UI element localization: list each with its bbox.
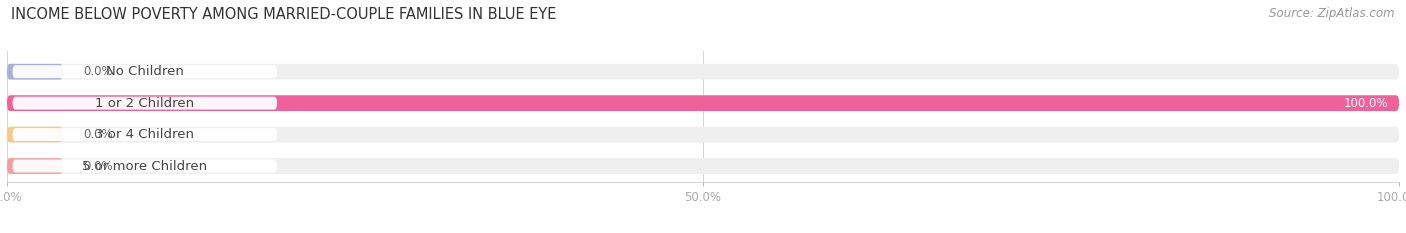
FancyBboxPatch shape [7,95,1399,111]
FancyBboxPatch shape [13,128,277,141]
Text: 3 or 4 Children: 3 or 4 Children [96,128,194,141]
FancyBboxPatch shape [7,127,63,142]
FancyBboxPatch shape [7,64,1399,79]
FancyBboxPatch shape [13,160,277,172]
Text: Source: ZipAtlas.com: Source: ZipAtlas.com [1270,7,1395,20]
Text: 0.0%: 0.0% [83,65,114,78]
Text: 0.0%: 0.0% [83,160,114,172]
Text: 0.0%: 0.0% [83,128,114,141]
FancyBboxPatch shape [7,64,63,79]
Text: No Children: No Children [105,65,184,78]
Text: 5 or more Children: 5 or more Children [83,160,208,172]
Text: 1 or 2 Children: 1 or 2 Children [96,97,194,110]
FancyBboxPatch shape [7,95,1399,111]
Text: INCOME BELOW POVERTY AMONG MARRIED-COUPLE FAMILIES IN BLUE EYE: INCOME BELOW POVERTY AMONG MARRIED-COUPL… [11,7,557,22]
Text: 100.0%: 100.0% [1343,97,1388,110]
FancyBboxPatch shape [7,158,63,174]
FancyBboxPatch shape [13,65,277,78]
FancyBboxPatch shape [13,97,277,110]
FancyBboxPatch shape [7,127,1399,142]
FancyBboxPatch shape [7,158,1399,174]
